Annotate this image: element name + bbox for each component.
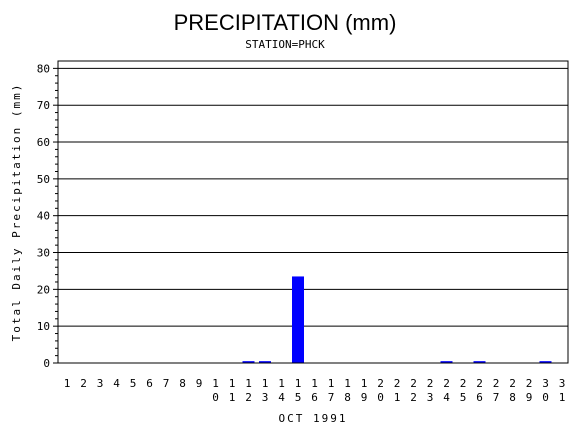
x-tick-label: 0 [542, 391, 549, 404]
x-tick-label: 2 [427, 377, 434, 390]
x-tick-label: 1 [64, 377, 71, 390]
x-tick-label: 3 [262, 391, 269, 404]
x-tick-label: 0 [377, 391, 384, 404]
y-tick-label: 10 [37, 320, 50, 333]
x-tick-label: 1 [229, 391, 236, 404]
x-tick-label: 4 [113, 377, 120, 390]
x-tick-label: 2 [377, 377, 384, 390]
chart-subtitle: STATION=PHCK [245, 38, 325, 51]
y-tick-label: 0 [43, 357, 50, 370]
x-tick-label: 7 [328, 391, 335, 404]
y-tick-label: 70 [37, 99, 50, 112]
bars [242, 276, 552, 363]
y-axis-label: Total Daily Precipitation (mm) [10, 83, 23, 342]
x-tick-label: 1 [344, 377, 351, 390]
x-tick-label: 4 [443, 391, 450, 404]
x-tick-label: 2 [443, 377, 450, 390]
x-tick-label: 2 [410, 377, 417, 390]
bar-day-26 [473, 361, 486, 363]
x-tick-label: 9 [526, 391, 533, 404]
bar-day-24 [440, 361, 453, 363]
bar-day-30 [539, 361, 552, 363]
x-tick-label: 7 [163, 377, 170, 390]
x-tick-label: 2 [509, 377, 516, 390]
x-tick-label: 6 [146, 377, 153, 390]
x-axis-ticks: 1 2 3 4 5 6 7 8 9 1011121314151617181920212223242… [64, 377, 566, 404]
x-tick-label: 5 [295, 391, 302, 404]
x-tick-label: 1 [245, 377, 252, 390]
x-tick-label: 8 [179, 377, 186, 390]
x-tick-label: 4 [278, 391, 285, 404]
x-tick-label: 1 [278, 377, 285, 390]
y-axis-ticks: 0 10 20 30 40 50 60 70 80 [37, 62, 58, 370]
y-tick-label: 60 [37, 136, 50, 149]
x-tick-label: 0 [212, 391, 219, 404]
x-tick-label: 1 [229, 377, 236, 390]
x-tick-label: 2 [410, 391, 417, 404]
x-tick-label: 8 [344, 391, 351, 404]
x-tick-label: 2 [526, 377, 533, 390]
bar-day-13 [259, 361, 271, 363]
y-tick-label: 80 [37, 62, 50, 75]
x-tick-label: 1 [311, 377, 318, 390]
x-tick-label: 2 [493, 377, 500, 390]
x-tick-label: 9 [196, 377, 203, 390]
y-tick-label: 30 [37, 247, 50, 260]
x-tick-label: 1 [212, 377, 219, 390]
bar-day-12 [242, 361, 255, 363]
x-axis-label: OCT 1991 [279, 412, 348, 425]
chart-title: PRECIPITATION (mm) [174, 10, 397, 35]
x-tick-label: 2 [80, 377, 87, 390]
x-tick-label: 3 [542, 377, 549, 390]
x-tick-label: 1 [295, 377, 302, 390]
x-tick-label: 1 [394, 391, 401, 404]
x-tick-label: 3 [97, 377, 104, 390]
x-tick-label: 5 [130, 377, 137, 390]
x-tick-label: 2 [460, 377, 467, 390]
x-tick-label: 3 [559, 377, 566, 390]
x-tick-label: 1 [262, 377, 269, 390]
y-tick-label: 50 [37, 173, 50, 186]
y-tick-label: 20 [37, 283, 50, 296]
x-tick-label: 6 [311, 391, 318, 404]
x-tick-label: 3 [427, 391, 434, 404]
x-tick-label: 9 [361, 391, 368, 404]
x-tick-label: 1 [559, 391, 566, 404]
x-tick-label: 7 [493, 391, 500, 404]
plot-frame [57, 60, 569, 364]
bar-day-15 [292, 276, 304, 363]
x-tick-label: 6 [476, 391, 483, 404]
x-tick-label: 2 [245, 391, 252, 404]
x-tick-label: 1 [328, 377, 335, 390]
y-tick-label: 40 [37, 210, 50, 223]
x-tick-label: 2 [394, 377, 401, 390]
x-tick-label: 2 [476, 377, 483, 390]
x-tick-label: 5 [460, 391, 467, 404]
gridlines [58, 67, 568, 327]
x-tick-label: 8 [509, 391, 516, 404]
x-tick-label: 1 [361, 377, 368, 390]
